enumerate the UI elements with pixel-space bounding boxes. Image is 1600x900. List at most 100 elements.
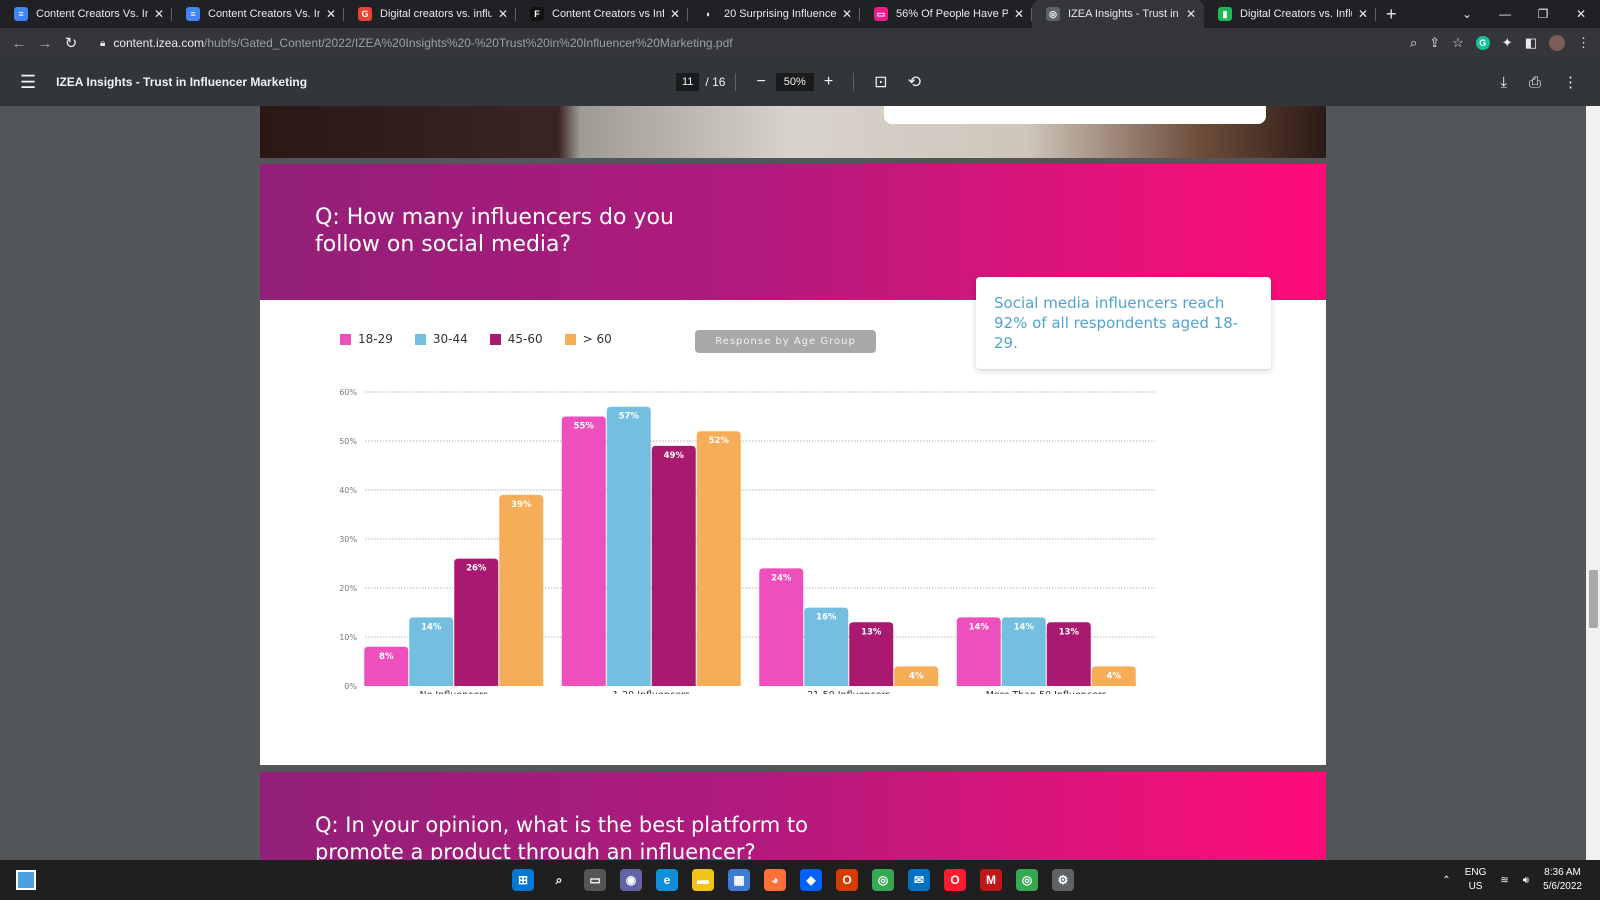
question-title: Q: How many influencers do you follow on…: [315, 205, 674, 257]
task-view-icon[interactable]: ▭: [584, 869, 606, 891]
opera-icon[interactable]: O: [944, 869, 966, 891]
pdf-viewer[interactable]: Q: How many influencers do you follow on…: [0, 106, 1586, 860]
new-tab-button[interactable]: +: [1386, 3, 1397, 24]
more-options-icon[interactable]: ⋮: [1563, 74, 1578, 91]
chrome-profile-icon[interactable]: ◎: [1016, 869, 1038, 891]
y-tick-label: 60%: [339, 388, 357, 397]
x-category-label: More Than 50 Influencers: [986, 690, 1107, 694]
browser-tab[interactable]: ▮ Digital Creators vs. Influenc ✕: [1204, 0, 1376, 28]
tab-title: Digital Creators vs. Influenc: [1240, 8, 1352, 20]
zoom-in-button[interactable]: +: [823, 73, 834, 90]
browser-tab[interactable]: G Digital creators vs. influenc ✕: [344, 0, 516, 28]
mail-icon[interactable]: ✉: [908, 869, 930, 891]
browser-tab[interactable]: ≡ Content Creators Vs. Influe ✕: [172, 0, 344, 28]
page-number-input[interactable]: 11: [676, 73, 700, 91]
firefox-icon[interactable]: ◕: [764, 869, 786, 891]
tab-title: IZEA Insights - Trust in Infl: [1068, 8, 1180, 20]
tab-close-icon[interactable]: ✕: [1013, 7, 1024, 21]
office-icon[interactable]: O: [836, 869, 858, 891]
browser-tab[interactable]: ▭ 56% Of People Have Purch ✕: [860, 0, 1032, 28]
start-icon[interactable]: ⊞: [512, 869, 534, 891]
tab-favicon-icon: F: [530, 7, 544, 21]
browser-tab[interactable]: ≡ Content Creators Vs. Influe ✕: [0, 0, 172, 28]
print-icon[interactable]: ⎙: [1528, 73, 1541, 91]
address-bar-actions: ⌕ ⇪ ☆ G ✦ ◧ ⋮: [1410, 28, 1590, 58]
search-icon[interactable]: ⌕: [555, 872, 563, 887]
y-tick-label: 20%: [339, 584, 357, 593]
tab-search-icon[interactable]: ⌄: [1461, 7, 1473, 21]
wifi-icon[interactable]: ≋: [1500, 874, 1509, 886]
tab-separator: [1031, 8, 1032, 21]
edge-icon[interactable]: e: [656, 869, 678, 891]
share-icon[interactable]: ⇪: [1429, 35, 1441, 50]
mcafee-icon[interactable]: M: [980, 869, 1002, 891]
side-panel-icon[interactable]: ◧: [1524, 35, 1537, 50]
tab-title: Content Creators Vs. Influe: [36, 8, 148, 20]
tab-separator: [343, 8, 344, 21]
scrollbar[interactable]: [1586, 106, 1600, 860]
browser-tab[interactable]: ◐ 20 Surprising Influencer M ✕: [688, 0, 860, 28]
store-icon[interactable]: ▦: [728, 869, 750, 891]
tab-favicon-icon: ◐: [702, 7, 716, 21]
browser-tab[interactable]: F Content Creators vs Influe ✕: [516, 0, 688, 28]
chrome-icon[interactable]: ◎: [872, 869, 894, 891]
tab-separator: [1375, 8, 1376, 21]
tab-close-icon[interactable]: ✕: [669, 7, 680, 21]
bar: [409, 617, 454, 686]
file-explorer-icon[interactable]: ▬: [692, 869, 714, 891]
input-language[interactable]: ENG US: [1465, 866, 1487, 894]
tab-close-icon[interactable]: ✕: [497, 7, 508, 21]
tab-close-icon[interactable]: ✕: [1357, 7, 1368, 21]
clock[interactable]: 8:36 AM 5/6/2022: [1543, 866, 1582, 894]
forward-button[interactable]: →: [37, 34, 53, 52]
widgets-icon[interactable]: [16, 870, 36, 890]
bar: [561, 416, 606, 686]
close-window-button[interactable]: ✕: [1575, 7, 1587, 21]
tab-close-icon[interactable]: ✕: [841, 7, 852, 21]
chevron-up-icon[interactable]: ⌃: [1442, 874, 1451, 886]
bar-value-label: 55%: [574, 422, 595, 432]
tab-close-icon[interactable]: ✕: [1185, 7, 1196, 21]
bar: [454, 558, 499, 686]
volume-icon[interactable]: 🔊︎: [1522, 874, 1530, 886]
browser-tab[interactable]: ◎ IZEA Insights - Trust in Infl ✕: [1032, 0, 1204, 28]
bar-value-label: 26%: [466, 564, 487, 574]
photo-card: [884, 106, 1266, 124]
next-pdf-page: Q: In your opinion, what is the best pla…: [260, 772, 1326, 860]
fit-page-icon[interactable]: ⊡: [874, 74, 888, 91]
settings-icon[interactable]: ⚙: [1052, 869, 1074, 891]
restore-button[interactable]: ❐: [1537, 7, 1549, 21]
bar: [759, 568, 804, 686]
page-total: / 16: [705, 75, 726, 89]
hamburger-menu-icon[interactable]: ☰: [20, 71, 37, 92]
dropbox-icon[interactable]: ◆: [800, 869, 822, 891]
zoom-icon[interactable]: ⌕: [1409, 35, 1418, 50]
bookmark-star-icon[interactable]: ☆: [1452, 35, 1464, 50]
bar-value-label: 49%: [664, 451, 685, 461]
browser-menu-icon[interactable]: ⋮: [1577, 35, 1590, 50]
tab-favicon-icon: ≡: [14, 7, 28, 21]
download-icon[interactable]: ⤓: [1500, 73, 1507, 91]
rotate-icon[interactable]: ⟲: [907, 74, 921, 91]
tab-close-icon[interactable]: ✕: [153, 7, 164, 21]
chat-icon[interactable]: ◉: [620, 869, 642, 891]
extensions-icon[interactable]: ✦: [1501, 35, 1513, 50]
bar: [894, 666, 939, 686]
legend-swatch: [564, 333, 576, 345]
zoom-level-input[interactable]: 50%: [775, 73, 814, 91]
bar-value-label: 14%: [969, 622, 990, 632]
tab-close-icon[interactable]: ✕: [325, 7, 336, 21]
zoom-out-button[interactable]: −: [756, 73, 766, 90]
scrollbar-thumb[interactable]: [1589, 570, 1598, 628]
region-label: US: [1468, 881, 1483, 892]
grammarly-icon[interactable]: G: [1475, 36, 1490, 50]
profile-avatar[interactable]: [1549, 35, 1565, 51]
y-tick-label: 30%: [339, 535, 357, 544]
back-button[interactable]: ←: [11, 34, 27, 52]
url-field[interactable]: 🔒︎ content.izea.com /hubfs/Gated_Content…: [100, 36, 733, 50]
tab-title: Content Creators Vs. Influe: [208, 8, 320, 20]
minimize-button[interactable]: —: [1499, 7, 1511, 21]
reload-button[interactable]: ↻: [64, 35, 78, 52]
tab-title: 56% Of People Have Purch: [896, 8, 1008, 20]
bar-value-label: 52%: [709, 436, 730, 446]
